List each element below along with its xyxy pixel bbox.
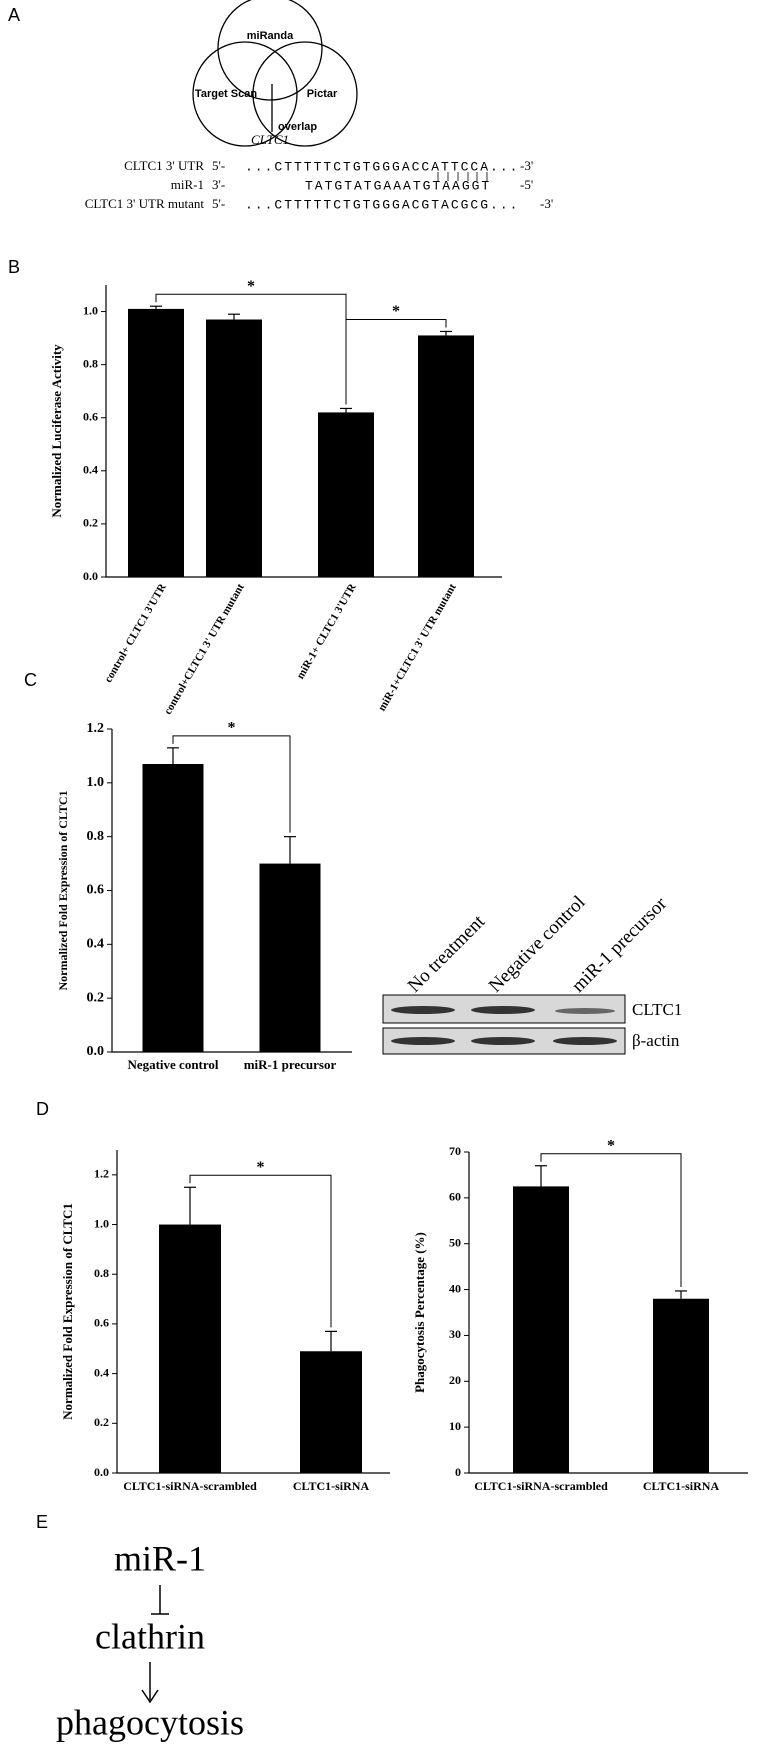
y-tick-label: 0.6 (83, 409, 98, 423)
sequence-name: CLTC1 3' UTR mutant (85, 196, 205, 211)
sequence-start: 3'- (212, 177, 225, 192)
y-tick-label: 0.4 (87, 937, 105, 952)
blot-row: β-actin (632, 1031, 680, 1050)
sequence-end: -3' (540, 196, 553, 211)
venn-overlap: overlap (278, 121, 317, 133)
y-tick-label: 1.2 (87, 721, 105, 736)
bar (259, 863, 321, 1052)
x-tick-label: CLTC1-siRNA (293, 1479, 370, 1493)
panel-label: D (36, 1099, 49, 1119)
sequence-end: -5' (520, 177, 533, 192)
venn-set: Target Scan (195, 88, 257, 100)
sequence: ...CTTTTTCTGTGGGACCATTCCA... (245, 159, 519, 174)
y-tick-label: 1.0 (87, 775, 105, 790)
panel-label: C (24, 670, 37, 690)
y-tick-label: 20 (449, 1373, 461, 1387)
venn-set: Pictar (307, 88, 338, 100)
significance-label: * (247, 278, 255, 295)
pathway-node: phagocytosis (56, 1702, 244, 1742)
y-tick-label: 0.8 (87, 829, 105, 844)
y-tick-label: 10 (449, 1419, 461, 1433)
pathway-node: miR-1 (114, 1538, 206, 1578)
y-tick-label: 60 (449, 1190, 461, 1204)
sequence-start: 5'- (212, 158, 225, 173)
base-pairing (437, 172, 488, 181)
x-tick-label: miR-1+CLTC1 3' UTR mutant (376, 581, 459, 713)
y-tick-label: 0.0 (87, 1044, 105, 1059)
sequence: TATGTATGAAATGTAAGGT (305, 178, 491, 193)
y-tick-label: 30 (449, 1327, 461, 1341)
significance-label: * (607, 1137, 615, 1154)
y-tick-label: 0 (455, 1465, 461, 1479)
x-tick-label: miR-1 precursor (244, 1057, 337, 1072)
y-axis-label: Phagocytosis Percentage (%) (412, 1232, 427, 1393)
x-tick-label: miR-1+ CLTC1 3'UTR (294, 581, 359, 681)
y-tick-label: 1.0 (94, 1216, 109, 1230)
y-tick-label: 1.2 (94, 1167, 109, 1181)
y-tick-label: 1.0 (83, 303, 98, 317)
venn (192, 0, 358, 147)
significance-label: * (257, 1159, 265, 1176)
y-tick-label: 0.0 (83, 569, 98, 583)
venn-set: miRanda (247, 30, 294, 42)
y-axis-label: Normalized Fold Expression of CLTC1 (56, 790, 70, 990)
y-tick-label: 0.6 (94, 1316, 109, 1330)
y-axis-label: Normalized Luciferase Activity (49, 344, 64, 518)
bar (513, 1186, 569, 1473)
y-tick-label: 0.0 (94, 1465, 109, 1479)
y-tick-label: 0.4 (94, 1365, 109, 1379)
x-tick-label: CLTC1-siRNA-scrambled (474, 1479, 608, 1493)
blot-row: CLTC1 (632, 1000, 682, 1019)
y-tick-label: 70 (449, 1144, 461, 1158)
x-tick-label: CLTC1-siRNA (643, 1479, 720, 1493)
pathway-edge (141, 1585, 169, 1704)
y-tick-label: 50 (449, 1235, 461, 1249)
x-tick-label: Negative control (127, 1057, 218, 1072)
panel-label: E (36, 1512, 48, 1532)
significance-label: * (392, 303, 400, 320)
sequence-start: 5'- (212, 196, 225, 211)
sequence-end: -3' (520, 158, 533, 173)
panel-label: A (8, 5, 20, 25)
y-tick-label: 0.4 (83, 463, 98, 477)
x-tick-label: control+CLTC1 3' UTR mutant (162, 581, 247, 716)
venn-gene: CLTC1 (251, 132, 289, 147)
bar (318, 412, 374, 577)
y-tick-label: 0.2 (94, 1415, 109, 1429)
y-tick-label: 0.2 (83, 516, 98, 530)
pathway-node: clathrin (95, 1616, 205, 1656)
significance-bracket (345, 318, 447, 405)
significance-label: * (228, 720, 236, 737)
blot-lane: No treatment (404, 911, 490, 997)
sequence-name: CLTC1 3' UTR (124, 158, 204, 173)
bar (418, 335, 474, 577)
bar (128, 308, 184, 577)
significance-bracket (172, 735, 291, 833)
y-tick-label: 0.2 (87, 990, 105, 1005)
y-axis-label: Normalized Fold Expression of CLTC1 (60, 1203, 75, 1420)
sequence: ...CTTTTTCTGTGGGACGTACGCG... (245, 197, 519, 212)
significance-bracket (540, 1153, 682, 1287)
bar (206, 319, 262, 577)
y-tick-label: 0.6 (87, 883, 105, 898)
x-tick-label: control+ CLTC1 3'UTR (102, 581, 169, 685)
western-blot (382, 994, 626, 1055)
bar (300, 1351, 362, 1473)
bar (653, 1298, 709, 1473)
y-tick-label: 0.8 (83, 356, 98, 370)
y-tick-label: 40 (449, 1281, 461, 1295)
significance-bracket (189, 1174, 332, 1328)
x-tick-label: CLTC1-siRNA-scrambled (123, 1479, 257, 1493)
panel-label: B (8, 257, 20, 277)
y-tick-label: 0.8 (94, 1266, 109, 1280)
sequence-name: miR-1 (171, 177, 204, 192)
bar (159, 1224, 221, 1473)
bar (142, 763, 204, 1052)
